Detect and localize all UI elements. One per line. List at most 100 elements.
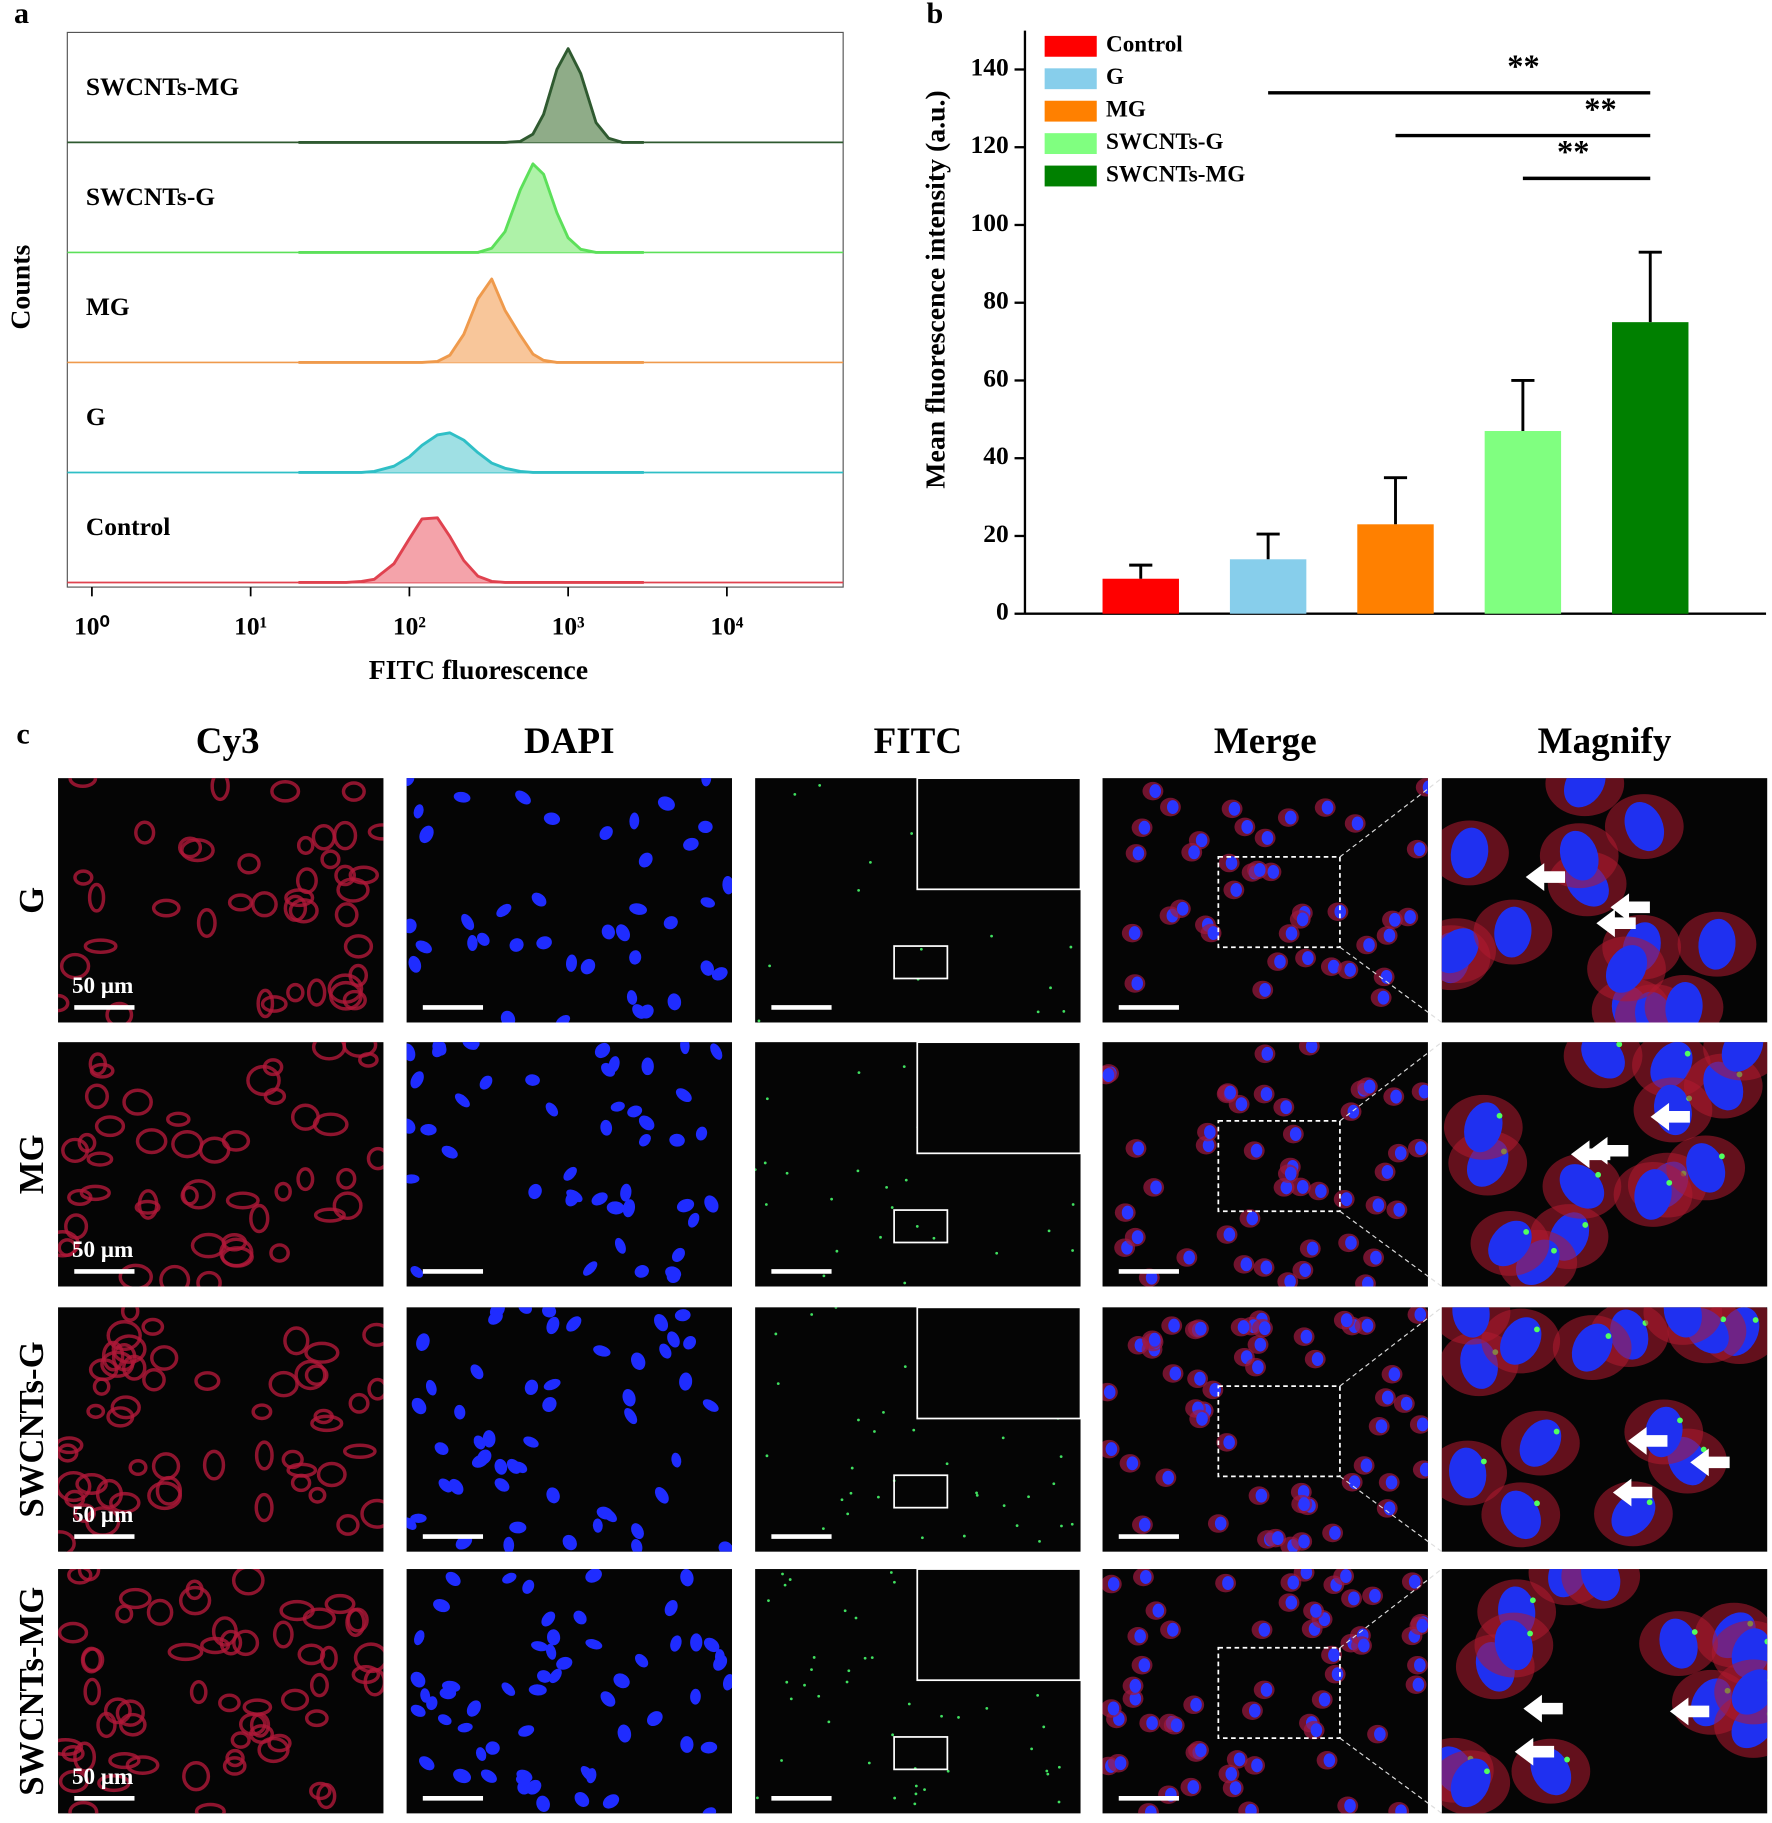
cell-cytoplasm xyxy=(194,1371,221,1391)
nucleus xyxy=(542,1396,557,1413)
cell-cytoplasm xyxy=(103,1697,132,1725)
fitc-spot xyxy=(767,1599,770,1603)
row-label: SWCNTs-MG xyxy=(12,1587,51,1796)
cell-cytoplasm xyxy=(58,1443,79,1463)
zoom-lines xyxy=(1339,777,1443,1023)
nucleus xyxy=(1258,1622,1271,1637)
cell-cytoplasm xyxy=(346,1607,369,1633)
cell-cytoplasm xyxy=(147,1481,183,1511)
nucleus xyxy=(1302,951,1314,965)
cell-cytoplasm xyxy=(308,1486,327,1504)
y-tick-label: 20 xyxy=(983,519,1008,548)
cell-cytoplasm xyxy=(58,993,70,1013)
nucleus xyxy=(687,1212,700,1228)
cell-cytoplasm xyxy=(134,1199,161,1215)
nucleus xyxy=(1318,1692,1331,1707)
cell-cytoplasm xyxy=(336,1167,357,1190)
nucleus xyxy=(1132,846,1145,861)
nucleus xyxy=(432,1042,447,1058)
cell-cytoplasm xyxy=(67,1188,93,1206)
nucleus xyxy=(1383,928,1396,943)
fitc-spot xyxy=(818,784,822,787)
fitc-spot xyxy=(975,1491,978,1495)
inset xyxy=(916,1568,1082,1682)
arrow xyxy=(1596,909,1636,938)
fitc-spot xyxy=(1030,1747,1033,1751)
cell-cytoplasm xyxy=(89,1062,115,1079)
cell-cytoplasm xyxy=(218,1693,241,1713)
micrograph-content xyxy=(1441,1569,1768,1814)
y-axis-label: Mean fluorescence intensity (a.u.) xyxy=(920,90,951,488)
nucleus xyxy=(1187,1780,1200,1795)
nucleus xyxy=(1103,1385,1116,1400)
micrograph-content xyxy=(58,1042,384,1287)
nucleus xyxy=(1261,831,1274,845)
nucleus xyxy=(1237,1320,1250,1335)
nucleus xyxy=(1345,1235,1357,1250)
nucleus xyxy=(1372,1198,1385,1213)
significance-label: ** xyxy=(1507,49,1539,85)
nucleus xyxy=(613,1673,630,1689)
y-tick-label: 0 xyxy=(996,597,1009,626)
inset xyxy=(916,777,1082,891)
nucleus xyxy=(525,1074,540,1086)
nucleus xyxy=(1188,845,1200,860)
nucleus xyxy=(518,1725,535,1737)
cell-cytoplasm xyxy=(73,1741,97,1773)
ridge-line xyxy=(298,431,644,474)
nucleus xyxy=(638,1115,655,1131)
cell-cytoplasm xyxy=(122,1088,153,1116)
fitc-spot xyxy=(793,792,797,796)
nucleus xyxy=(1102,1068,1115,1083)
nucleus xyxy=(710,1043,723,1060)
cell-cytoplasm xyxy=(304,1364,329,1386)
nucleus xyxy=(1404,910,1416,924)
nucleus xyxy=(1323,1753,1336,1768)
nucleus xyxy=(698,820,713,834)
nucleus xyxy=(631,1539,643,1552)
nucleus xyxy=(1340,1313,1353,1328)
fitc-spot xyxy=(919,947,923,951)
micrograph-content xyxy=(1443,1042,1768,1287)
nucleus xyxy=(586,1768,597,1784)
nucleus xyxy=(1131,976,1144,991)
fitc-spot xyxy=(830,1197,833,1201)
nucleus xyxy=(543,1378,561,1391)
fitc-spot xyxy=(913,1802,917,1806)
nucleus xyxy=(413,804,424,819)
nucleus xyxy=(515,790,531,805)
nucleus xyxy=(1298,1534,1310,1549)
fitc-spot xyxy=(1720,1316,1727,1323)
nucleus xyxy=(465,1042,480,1050)
nucleus xyxy=(1310,1723,1323,1738)
nucleus xyxy=(1380,969,1393,984)
nucleus xyxy=(679,1372,693,1391)
nucleus xyxy=(1169,1366,1182,1381)
nucleus xyxy=(1377,990,1390,1005)
fitc-spot xyxy=(1766,1679,1768,1682)
fitc-spot xyxy=(904,1178,908,1182)
nucleus xyxy=(617,1724,632,1743)
nucleus xyxy=(690,1633,703,1652)
legend-swatch xyxy=(1044,165,1097,187)
fitc-spot xyxy=(1057,1765,1061,1769)
nucleus xyxy=(1300,1569,1313,1580)
nucleus xyxy=(1494,906,1532,958)
cell-cytoplasm xyxy=(68,1800,99,1814)
fitc-spot xyxy=(764,1203,768,1206)
nucleus xyxy=(1289,1127,1302,1142)
fitc-spot xyxy=(1700,1446,1707,1453)
cell-cytoplasm xyxy=(106,1320,142,1352)
fitc-spot xyxy=(885,1186,888,1189)
nucleus xyxy=(543,812,561,825)
cell-cytoplasm xyxy=(115,1699,145,1727)
nucleus xyxy=(1500,1490,1541,1540)
nucleus xyxy=(523,1436,539,1448)
nucleus xyxy=(454,1404,466,1420)
nucleus xyxy=(1381,1390,1394,1405)
nucleus xyxy=(1300,1329,1313,1344)
cell-cytoplasm xyxy=(242,1698,273,1716)
nucleus xyxy=(1267,864,1280,879)
nucleus xyxy=(1721,1042,1764,1072)
nucleus xyxy=(408,955,422,973)
